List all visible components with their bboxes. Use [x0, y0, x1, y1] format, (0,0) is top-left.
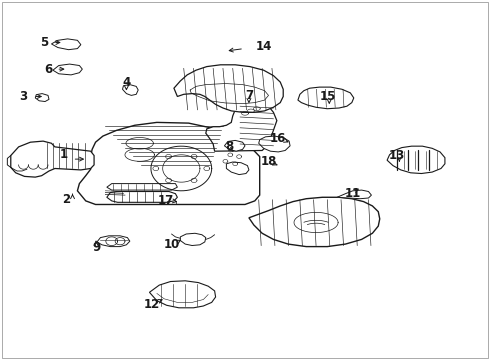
Polygon shape	[11, 141, 94, 177]
Polygon shape	[107, 184, 177, 190]
Polygon shape	[387, 146, 445, 174]
Text: 16: 16	[270, 132, 287, 145]
Text: 9: 9	[92, 241, 100, 254]
Polygon shape	[35, 94, 49, 102]
Polygon shape	[53, 64, 82, 75]
Text: 5: 5	[40, 36, 48, 49]
Text: 10: 10	[163, 238, 180, 251]
Text: 1: 1	[60, 148, 68, 161]
Text: 6: 6	[44, 63, 52, 76]
Text: 3: 3	[20, 90, 27, 103]
Polygon shape	[77, 122, 260, 204]
Text: 7: 7	[245, 89, 253, 102]
Text: 18: 18	[260, 155, 277, 168]
Text: 14: 14	[255, 40, 272, 53]
Text: 12: 12	[144, 298, 160, 311]
Polygon shape	[206, 101, 277, 151]
Text: 17: 17	[157, 194, 174, 207]
Text: 15: 15	[320, 90, 337, 103]
Text: 4: 4	[122, 76, 130, 89]
Polygon shape	[337, 190, 371, 199]
Text: 13: 13	[389, 149, 405, 162]
Polygon shape	[122, 85, 138, 95]
Polygon shape	[107, 192, 177, 202]
Polygon shape	[249, 197, 380, 247]
Text: 8: 8	[225, 140, 233, 153]
Polygon shape	[51, 39, 81, 50]
Polygon shape	[224, 140, 245, 151]
Text: 2: 2	[62, 193, 70, 206]
Polygon shape	[97, 236, 130, 247]
Polygon shape	[226, 162, 249, 175]
Polygon shape	[259, 136, 290, 152]
Polygon shape	[149, 281, 216, 308]
Polygon shape	[298, 87, 354, 109]
Polygon shape	[174, 65, 283, 112]
Polygon shape	[180, 233, 206, 246]
Text: 11: 11	[344, 187, 361, 200]
